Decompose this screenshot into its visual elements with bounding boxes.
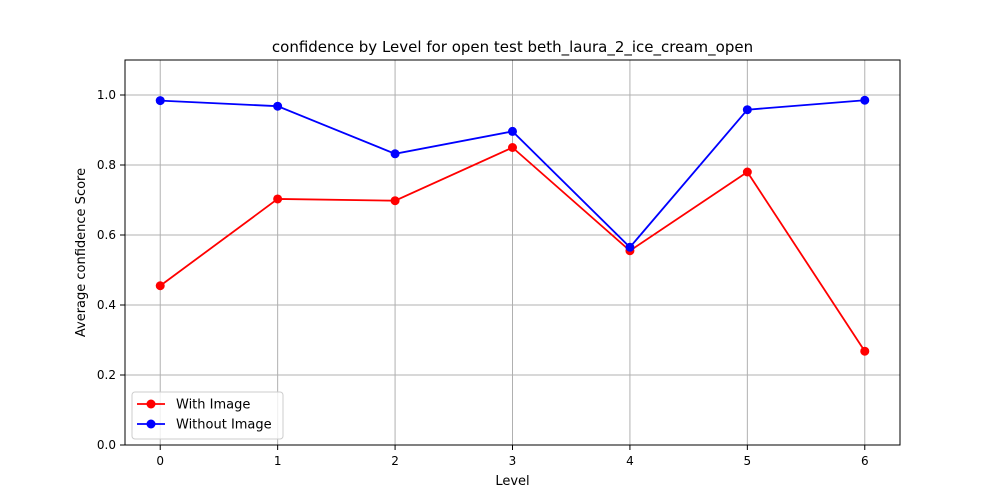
data-point-with-image: [860, 346, 870, 356]
data-point-with-image: [742, 167, 752, 177]
x-tick-label: 4: [626, 454, 634, 468]
y-tick-label: 0.8: [97, 158, 116, 172]
x-tick-label: 1: [274, 454, 282, 468]
data-point-without-image: [390, 149, 400, 159]
y-tick-label: 0.4: [97, 298, 116, 312]
series-layer: [155, 95, 870, 356]
legend-entries: With Image Without Image: [137, 398, 272, 433]
data-point-without-image: [625, 242, 635, 252]
x-tick-label: 5: [744, 454, 752, 468]
legend-box: [131, 391, 284, 440]
y-tick-label: 0.6: [97, 228, 116, 242]
x-axis-label: Level: [495, 474, 529, 489]
y-tick-label: 0.2: [97, 368, 116, 382]
data-point-without-image: [860, 95, 870, 105]
data-point-without-image: [742, 105, 752, 115]
legend-marker-with-image: [146, 399, 156, 409]
data-point-with-image: [155, 281, 165, 291]
data-point-without-image: [155, 96, 165, 106]
data-point-without-image: [273, 101, 283, 111]
data-point-with-image: [273, 194, 283, 204]
y-axis-label: Average confidence Score: [74, 168, 89, 337]
legend-marker-without-image: [146, 419, 156, 429]
legend-label-without-image: Without Image: [176, 418, 272, 433]
x-tick-label: 2: [391, 454, 399, 468]
y-tick-label: 1.0: [97, 88, 116, 102]
legend: With Image Without Image: [131, 391, 284, 440]
x-tick-label: 6: [861, 454, 869, 468]
x-tick-label: 0: [156, 454, 164, 468]
data-point-with-image: [390, 196, 400, 206]
legend-label-with-image: With Image: [176, 398, 250, 413]
chart-title: confidence by Level for open test beth_l…: [272, 38, 753, 57]
axis-ticks: 0 1 2 3 4 5 6 0.0 0.2 0.4 0.6 0.8 1.0: [97, 88, 869, 468]
data-point-with-image: [508, 143, 517, 152]
data-point-without-image: [508, 126, 517, 136]
y-tick-label: 0.0: [97, 438, 116, 452]
x-tick-label: 3: [509, 454, 517, 468]
